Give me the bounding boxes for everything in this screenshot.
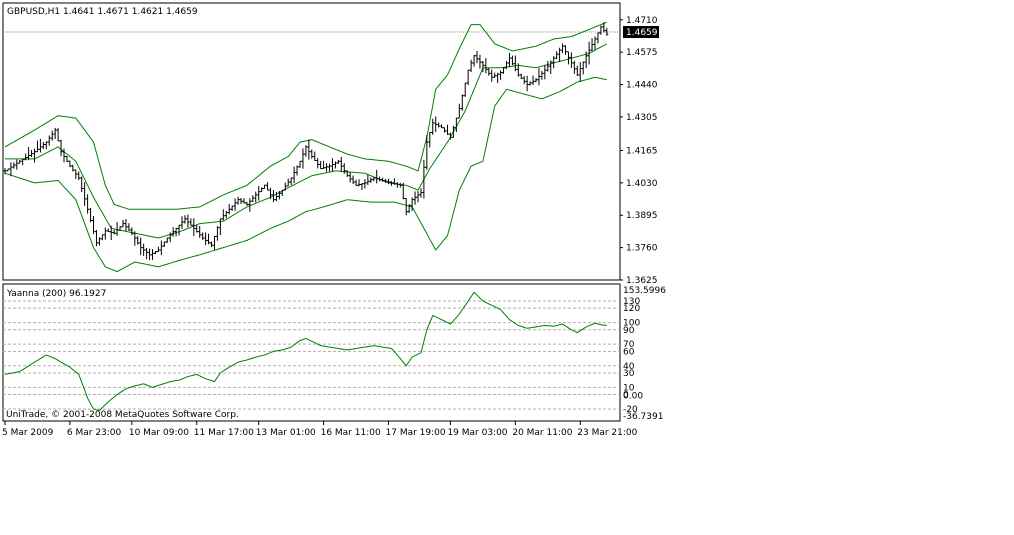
indicator-axis-label: 0 xyxy=(623,391,629,401)
time-axis-label: 20 Mar 11:00 xyxy=(512,428,572,438)
chart-header-info: GBPUSD,H1 1.4641 1.4671 1.4621 1.4659 xyxy=(7,7,198,17)
indicator-panel-frame xyxy=(2,283,621,422)
main-panel-frame xyxy=(2,2,621,281)
price-axis-label: 1.4165 xyxy=(626,146,658,156)
indicator-axis-label: 90 xyxy=(623,326,635,336)
price-bars xyxy=(3,22,609,261)
indicator-axis-label: 130 xyxy=(623,297,640,307)
price-axis-label: 1.3625 xyxy=(626,276,658,286)
indicator-axis-label: 0.00 xyxy=(623,392,643,402)
time-axis-label: 19 Mar 03:00 xyxy=(447,428,507,438)
time-axis-label: 16 Mar 11:00 xyxy=(321,428,381,438)
indicator-axis-label: 30 xyxy=(623,369,635,379)
indicator-axis-label: 120 xyxy=(623,304,640,314)
time-axis-label: 6 Mar 23:00 xyxy=(67,428,122,438)
bollinger-lower-line xyxy=(4,76,607,273)
indicator-series-line xyxy=(4,291,607,411)
indicator-axis: 153.599613012010090706040301000.00-20-36… xyxy=(623,286,666,422)
price-axis-label: 1.4030 xyxy=(626,179,658,189)
indicator-axis-label: 10 xyxy=(623,383,635,393)
indicator-axis-label: 70 xyxy=(623,340,635,350)
time-axis-label: 11 Mar 17:00 xyxy=(194,428,254,438)
indicator-axis-label: -20 xyxy=(623,405,638,415)
indicator-axis-label: 153.5996 xyxy=(623,286,666,296)
main-price-panel: GBPUSD,H1 1.4641 1.4671 1.4621 1.4659 xyxy=(2,2,621,281)
indicator-axis-label: 40 xyxy=(623,362,635,372)
current-price-label: 1.4659 xyxy=(626,28,658,38)
price-axis-label: 1.4575 xyxy=(626,48,658,58)
price-axis-label: 1.4305 xyxy=(626,113,658,123)
copyright-text: UniTrade, © 2001-2008 MetaQuotes Softwar… xyxy=(6,410,239,420)
indicator-axis-label: 100 xyxy=(623,319,640,329)
time-axis-label: 13 Mar 01:00 xyxy=(256,428,316,438)
price-axis-label: 1.3895 xyxy=(626,211,658,221)
price-axis: 1.4710 1.4575 1.4440 1.4305 1.4165 1.4030 1.38… xyxy=(620,16,659,286)
time-axis: 5 Mar 2009 6 Mar 23:00 10 Mar 09:00 11 Mar … xyxy=(2,421,638,438)
price-axis-label: 1.3760 xyxy=(626,244,658,254)
time-axis-label: 5 Mar 2009 xyxy=(2,428,54,438)
indicator-axis-label: -36.7391 xyxy=(623,412,663,422)
indicator-header-info: Yaanna (200) 96.1927 xyxy=(6,289,106,299)
current-price-tag xyxy=(623,26,659,39)
indicator-axis-label: 60 xyxy=(623,347,635,357)
time-axis-label: 17 Mar 19:00 xyxy=(386,428,446,438)
bollinger-upper-line xyxy=(4,21,607,210)
indicator-panel: Yaanna (200) 96.1927 UniTrade, © 2001-20… xyxy=(2,283,621,422)
price-axis-label: 1.4710 xyxy=(626,16,658,26)
indicator-levels xyxy=(3,300,620,410)
time-axis-label: 10 Mar 09:00 xyxy=(129,428,189,438)
time-axis-label: 23 Mar 21:00 xyxy=(577,428,637,438)
price-axis-label: 1.4440 xyxy=(626,81,658,91)
